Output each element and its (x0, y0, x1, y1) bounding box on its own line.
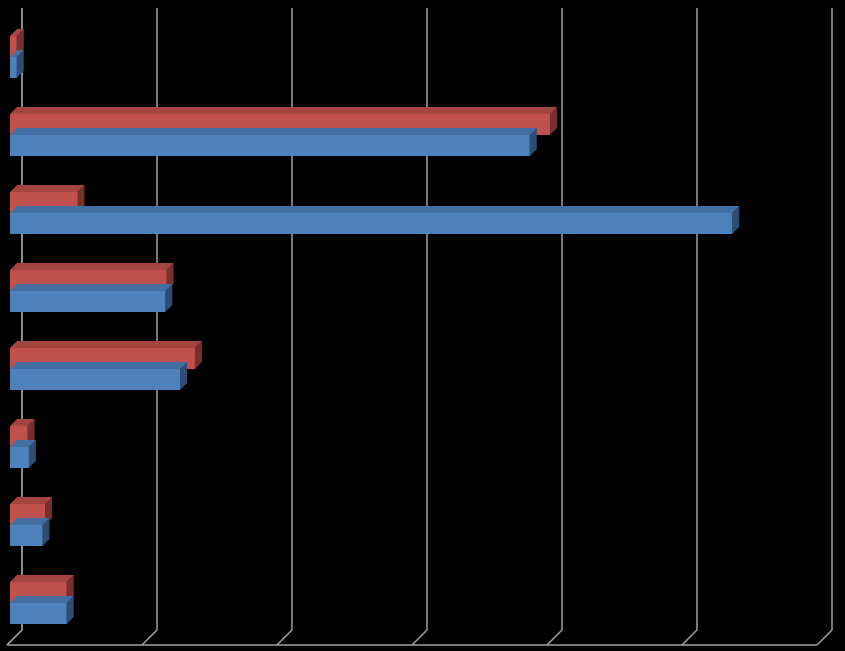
bar-front (10, 447, 29, 468)
bar (10, 362, 188, 390)
bar-front (10, 525, 43, 546)
bar-side (66, 596, 74, 624)
bar-top (10, 518, 50, 525)
bar-side (165, 284, 173, 312)
bar-top (10, 263, 174, 270)
grid-line (681, 8, 698, 646)
grid-line (141, 8, 158, 646)
bar-side (28, 440, 36, 468)
bar-front (10, 36, 17, 57)
bar-top (10, 419, 35, 426)
bar-side (180, 362, 188, 390)
bar (10, 284, 173, 312)
grid-line (411, 8, 428, 646)
grid-line (546, 8, 563, 646)
bar-side (529, 128, 537, 156)
grid-line (276, 8, 293, 646)
bar-front (10, 135, 530, 156)
bar-side (732, 206, 740, 234)
grid-line (6, 8, 23, 646)
bar (10, 440, 36, 468)
bar (10, 50, 24, 78)
bar-front (10, 57, 17, 78)
bar-side (16, 50, 24, 78)
bar-top (10, 128, 537, 135)
bar-front (10, 369, 181, 390)
bar-top (10, 185, 85, 192)
bar-top (10, 29, 24, 36)
bar-top (10, 206, 740, 213)
bar-front (10, 291, 166, 312)
bar-front (10, 213, 733, 234)
bar (10, 206, 740, 234)
bar-side (42, 518, 50, 546)
bar-top (10, 50, 24, 57)
bar-top (10, 362, 188, 369)
bar-top (10, 596, 74, 603)
bar (10, 596, 74, 624)
bar (10, 518, 50, 546)
bar-top (10, 575, 74, 582)
bar-side (550, 107, 557, 135)
bar-top (10, 284, 173, 291)
axis-wall (6, 8, 23, 646)
bar-top (10, 341, 202, 348)
bar (10, 128, 537, 156)
grid-line (816, 8, 833, 646)
bar-side (194, 341, 202, 369)
bar-top (10, 107, 557, 114)
bar-top (10, 497, 53, 504)
bar-front (10, 603, 67, 624)
bar-top (10, 440, 36, 447)
